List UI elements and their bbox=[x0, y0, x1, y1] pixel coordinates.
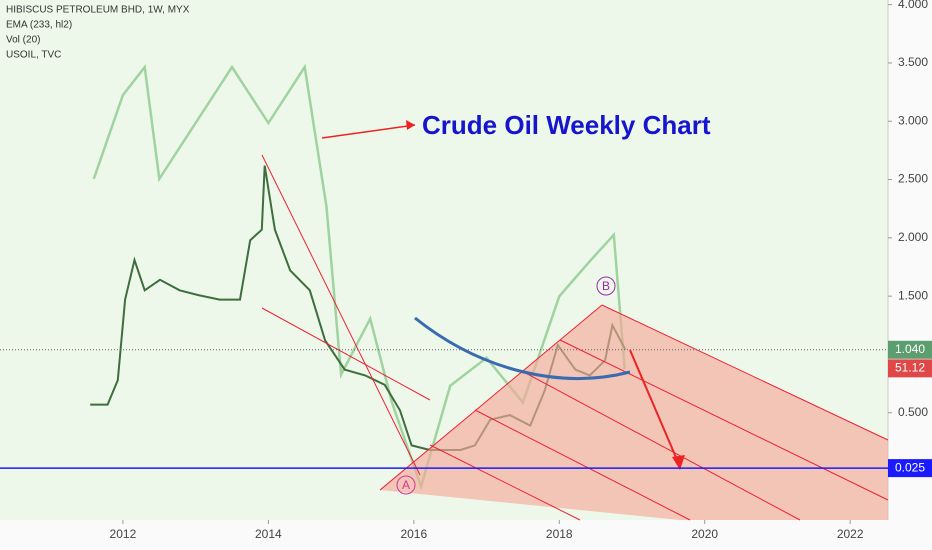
pitchfork-lines bbox=[261, 154, 889, 521]
x-tick-label: 2018 bbox=[546, 527, 573, 541]
price-tag-label: 0.025 bbox=[895, 460, 925, 474]
point-label: B bbox=[602, 279, 610, 293]
price-tag-label: 51.12 bbox=[895, 361, 925, 375]
arrow-head bbox=[406, 120, 415, 130]
legend-line: EMA (233, hl2) bbox=[6, 20, 72, 31]
pitchfork bbox=[380, 305, 888, 520]
price-tag-label: 1.040 bbox=[895, 342, 925, 356]
y-tick-label: 3.500 bbox=[898, 55, 928, 69]
x-tick-label: 2014 bbox=[255, 527, 282, 541]
price-tag bbox=[888, 359, 932, 378]
arrow-head bbox=[672, 455, 685, 470]
legend-line: USOIL, TVC bbox=[6, 50, 61, 61]
arrow bbox=[321, 124, 416, 139]
time-axis bbox=[0, 520, 888, 550]
x-tick-label: 2016 bbox=[400, 527, 427, 541]
y-tick-label: 0.500 bbox=[898, 405, 928, 419]
y-tick-label: 1.500 bbox=[898, 288, 928, 302]
point-marker bbox=[596, 276, 616, 296]
x-tick-label: 2012 bbox=[110, 527, 137, 541]
price-tag bbox=[888, 340, 932, 359]
point-marker bbox=[396, 475, 416, 495]
y-tick-label: 4.000 bbox=[898, 0, 928, 11]
point-label: A bbox=[402, 478, 410, 492]
y-tick-label: 3.000 bbox=[898, 113, 928, 127]
y-tick-label: 2.500 bbox=[898, 172, 928, 186]
legend-line: Vol (20) bbox=[6, 35, 40, 46]
x-tick-label: 2022 bbox=[837, 527, 864, 541]
price-tag bbox=[888, 459, 932, 478]
series-line bbox=[92, 63, 626, 491]
arrow bbox=[629, 349, 679, 463]
price-axis bbox=[888, 0, 932, 550]
y-tick-label: 2.000 bbox=[898, 230, 928, 244]
ema-curve bbox=[414, 316, 631, 380]
annotation: Crude Oil Weekly Chart bbox=[422, 110, 711, 140]
legend-line: HIBISCUS PETROLEUM BHD, 1W, MYX bbox=[6, 5, 190, 16]
x-tick-label: 2020 bbox=[691, 527, 718, 541]
